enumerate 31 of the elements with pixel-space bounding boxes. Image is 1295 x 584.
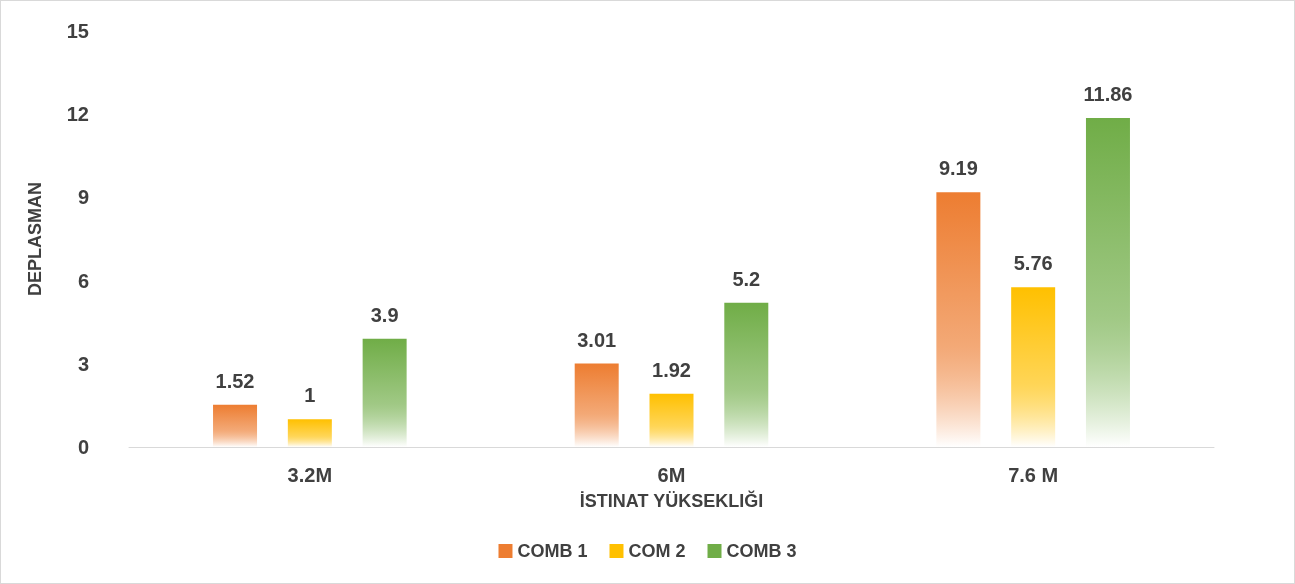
bar: [1011, 287, 1056, 447]
y-axis-title: DEPLASMAN: [25, 181, 45, 297]
legend-label: COMB 1: [517, 541, 588, 561]
data-label: 5.2: [732, 267, 761, 290]
bar: [213, 404, 258, 447]
bar: [287, 419, 332, 447]
x-tick-label: 6M: [657, 464, 686, 486]
y-tick-label: 6: [77, 269, 89, 292]
data-label: 5.76: [1013, 252, 1053, 275]
x-tick-label: 7.6 M: [1008, 464, 1059, 486]
y-tick-label: 12: [66, 103, 89, 126]
y-tick-label: 9: [77, 186, 89, 209]
y-tick-label: 3: [77, 352, 89, 375]
data-label: 9.19: [938, 157, 978, 180]
data-label: 3.01: [577, 328, 617, 351]
bar: [724, 302, 769, 447]
data-label: 1.52: [215, 369, 255, 392]
x-tick-label: 3.2M: [287, 464, 333, 486]
bar: [362, 338, 407, 447]
bar: [936, 192, 981, 447]
y-tick-label: 0: [77, 436, 89, 458]
legend-label: COMB 3: [726, 541, 797, 561]
x-axis-title: İSTINAT YÜKSEKLIĞI: [579, 490, 764, 511]
y-tick-label: 15: [66, 20, 89, 42]
data-label: 1.92: [652, 358, 691, 381]
data-label: 1: [304, 384, 316, 407]
data-label: 11.86: [1083, 83, 1133, 106]
bar: [574, 363, 619, 447]
bar: [649, 393, 694, 447]
data-label: 3.9: [370, 303, 399, 326]
legend-label: COM 2: [628, 541, 686, 561]
